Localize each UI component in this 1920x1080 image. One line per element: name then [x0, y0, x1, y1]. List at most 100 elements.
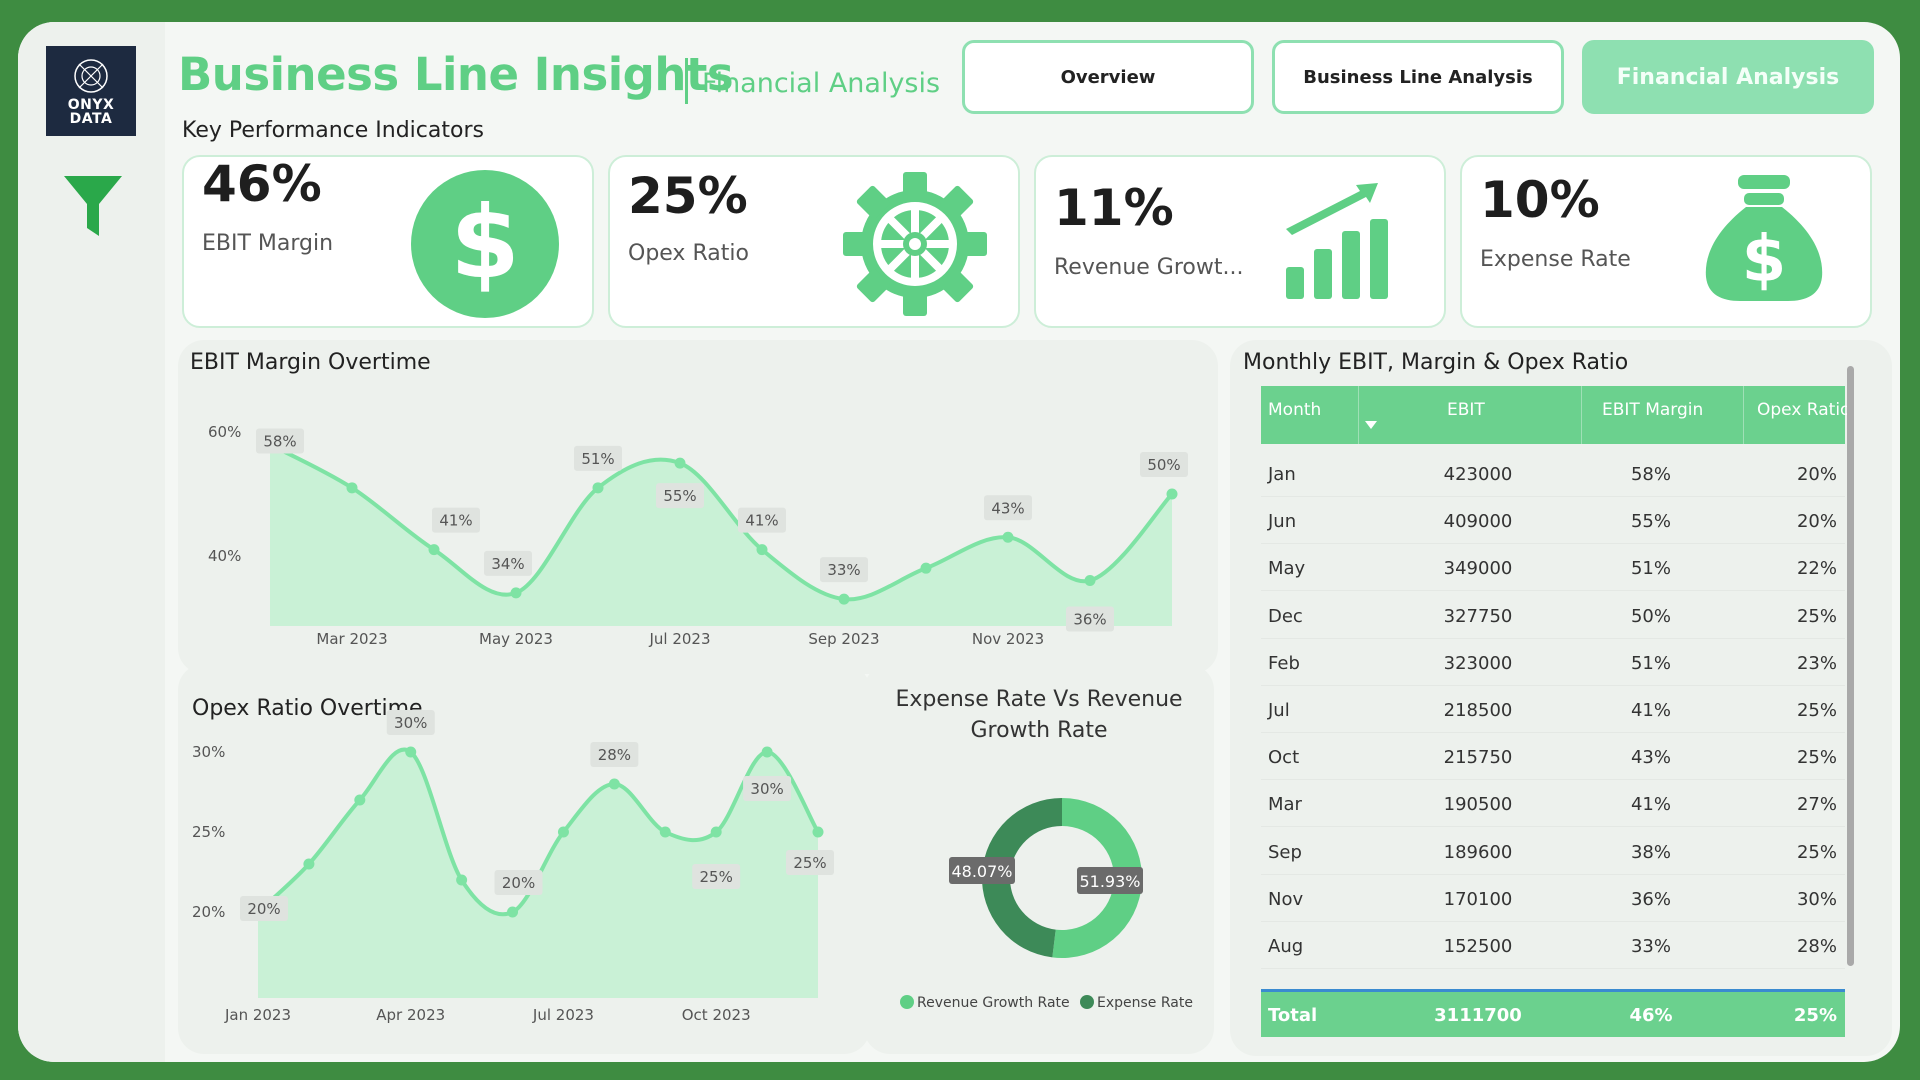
nav-financial-analysis-button[interactable]: Financial Analysis — [1582, 40, 1874, 114]
x-tick-label: Jul 2023 — [532, 1006, 594, 1024]
nav-business-line-analysis-button[interactable]: Business Line Analysis — [1272, 40, 1564, 114]
sort-descending-icon[interactable] — [1364, 420, 1378, 430]
cell-opex-ratio: 23% — [1796, 652, 1837, 674]
data-point — [920, 562, 932, 574]
table-row[interactable]: May 349000 51% 22% — [1261, 544, 1845, 592]
cell-month: Nov — [1268, 888, 1304, 910]
data-label-bg — [656, 483, 704, 509]
data-label-bg — [240, 896, 288, 921]
cell-ebit: 215750 — [1443, 747, 1513, 769]
opex-ratio-chart: 30% 25% 20% Jan 2023 Apr 2023 Jul 2023 Oct 202… — [192, 710, 834, 1024]
money-bag-icon: $ — [1705, 175, 1823, 301]
donut-chart-title: Expense Rate Vs Revenue Growth Rate — [895, 687, 1183, 743]
data-label: 36% — [1073, 611, 1106, 629]
column-header-ebit-margin[interactable]: EBIT Margin — [1602, 400, 1704, 420]
cell-month: Dec — [1268, 605, 1303, 627]
expense-vs-revenue-panel: Expense Rate Vs Revenue Growth Rate 51.9… — [864, 664, 1214, 1054]
expense-vs-revenue-donut: 51.93% 48.07% Revenue Growth Rate Expense R… — [900, 798, 1193, 1011]
page-subtitle: Financial Analysis — [702, 68, 941, 99]
pie-slice — [1052, 798, 1142, 958]
data-point — [1002, 531, 1014, 543]
kpi-value: 25% — [628, 167, 748, 225]
svg-text:$: $ — [450, 184, 520, 301]
data-label: 41% — [745, 512, 778, 530]
kpi-card-ebit-margin: 46% EBIT Margin $ — [182, 155, 594, 328]
cell-ebit: 218500 — [1443, 700, 1513, 721]
data-point — [1084, 575, 1096, 587]
total-opex-ratio: 25% — [1793, 1005, 1837, 1026]
cell-ebit-margin: 51% — [1630, 652, 1671, 674]
column-header-opex-ratio[interactable]: Opex Ratio — [1757, 400, 1851, 420]
y-tick-label: 20% — [192, 903, 225, 921]
cell-ebit: 349000 — [1443, 558, 1513, 580]
data-label-bg — [590, 742, 639, 767]
column-divider — [1743, 386, 1744, 444]
data-label-bg — [1066, 606, 1114, 632]
data-point — [405, 746, 417, 758]
table-row[interactable]: Dec 327750 50% 25% — [1261, 592, 1845, 639]
cell-ebit: 190500 — [1443, 794, 1513, 816]
cell-opex-ratio: 30% — [1796, 888, 1837, 910]
table-row[interactable]: Nov 170100 36% 30% — [1261, 875, 1845, 922]
table-row[interactable]: Mar 190500 41% 27% — [1261, 780, 1845, 828]
nav-overview-button[interactable]: Overview — [962, 40, 1254, 114]
cell-month: Mar — [1268, 794, 1302, 816]
filter-icon[interactable] — [62, 172, 124, 238]
data-label-bg — [738, 507, 786, 533]
data-label: 50% — [1147, 456, 1180, 474]
data-point — [812, 826, 824, 838]
table-row[interactable]: Jun 409000 55% 20% — [1261, 497, 1845, 545]
slice-value-label: 48.07% — [951, 862, 1012, 881]
dashboard-page: ONYX DATA Business Line Insights Financi… — [18, 22, 1900, 1062]
kpi-value: 10% — [1480, 171, 1600, 229]
kpi-value: 11% — [1054, 179, 1174, 237]
data-label: 30% — [750, 780, 783, 798]
kpi-card-revenue-growth: 11% Revenue Growt... — [1034, 155, 1446, 328]
cell-ebit-margin: 38% — [1630, 841, 1671, 863]
cell-ebit-margin: 58% — [1630, 464, 1671, 485]
kpi-card-opex-ratio: 25% Opex Ratio — [608, 155, 1020, 328]
table-row[interactable]: Aug 152500 33% 28% — [1261, 922, 1845, 969]
column-header-ebit[interactable]: EBIT — [1447, 400, 1485, 420]
kpi-card-expense-rate: 10% Expense Rate $ — [1460, 155, 1872, 328]
kpi-heading: Key Performance Indicators — [182, 118, 484, 143]
data-point — [303, 858, 315, 870]
table-row[interactable]: Sep 189600 38% 25% — [1261, 828, 1845, 875]
y-tick-label: 60% — [208, 423, 241, 441]
data-label: 20% — [247, 900, 280, 918]
cell-opex-ratio: 20% — [1796, 511, 1837, 533]
opex-chart-title: Opex Ratio Overtime — [192, 696, 423, 721]
cell-opex-ratio: 25% — [1796, 605, 1837, 627]
table-row[interactable]: Jan 423000 58% 20% — [1261, 450, 1845, 497]
data-label-bg — [574, 445, 622, 471]
table-row[interactable]: Feb 323000 51% 23% — [1261, 639, 1845, 686]
data-point — [592, 482, 604, 494]
y-tick-label: 40% — [208, 547, 241, 565]
cell-opex-ratio: 25% — [1796, 747, 1837, 769]
data-label: 28% — [598, 746, 631, 764]
table-row[interactable]: Jul 218500 41% 25% — [1261, 686, 1845, 733]
ebit-chart-title: EBIT Margin Overtime — [190, 350, 431, 375]
data-point — [1166, 488, 1178, 500]
table-row[interactable]: Oct 215750 43% 25% — [1261, 733, 1845, 781]
column-header-month[interactable]: Month — [1268, 400, 1322, 420]
data-label-bg — [484, 550, 532, 576]
legend-label: Revenue Growth Rate — [917, 995, 1070, 1011]
column-divider — [1358, 386, 1359, 444]
x-tick-label: Apr 2023 — [376, 1006, 445, 1024]
data-label-bg — [786, 850, 834, 875]
data-label: 51% — [581, 450, 614, 468]
cell-month: Jan — [1268, 464, 1296, 485]
total-label: Total — [1268, 1005, 1318, 1026]
data-label-bg — [743, 776, 792, 801]
x-tick-label: Jul 2023 — [648, 630, 710, 648]
ebit-margin-chart: 60% 40% Mar 2023 May 2023 Jul 2023 Sep 2023 No… — [208, 423, 1188, 648]
data-point — [710, 826, 722, 838]
page-title: Business Line Insights — [178, 48, 734, 101]
cell-opex-ratio: 28% — [1796, 936, 1837, 957]
total-ebit-margin: 46% — [1629, 1005, 1673, 1026]
data-point — [507, 906, 519, 918]
table-header: Month EBIT EBIT Margin Opex Ratio — [1261, 386, 1850, 444]
table-scrollbar[interactable] — [1847, 366, 1854, 966]
data-label: 43% — [991, 499, 1024, 517]
